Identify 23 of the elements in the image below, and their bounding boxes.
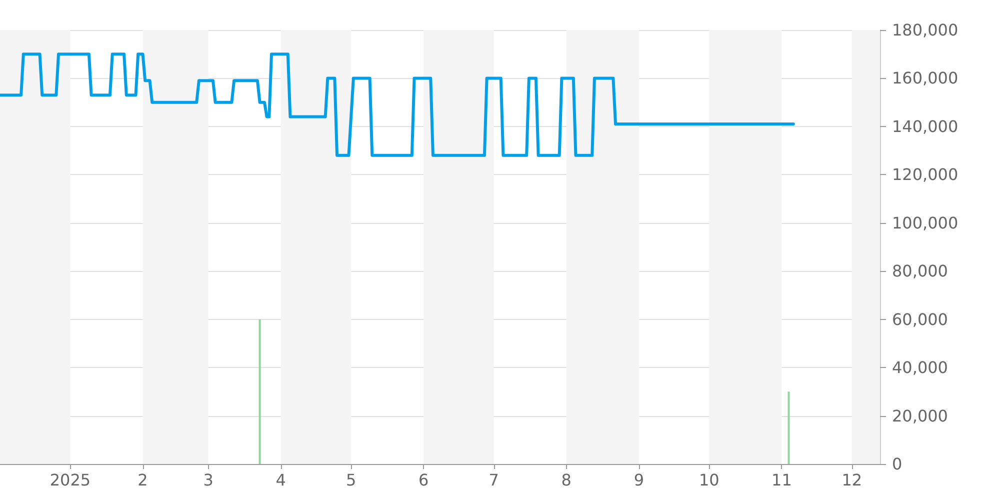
x-tick-label: 5 xyxy=(346,470,356,490)
y-tick-label: 180,000 xyxy=(892,20,958,40)
x-tick-label: 2 xyxy=(138,470,148,490)
y-tick-label: 80,000 xyxy=(892,262,948,281)
y-tick-label: 120,000 xyxy=(892,165,958,184)
x-tick-label: 12 xyxy=(842,470,862,490)
y-tick-label: 20,000 xyxy=(892,406,948,426)
y-tick-label: 140,000 xyxy=(892,116,958,136)
x-tick-label: 8 xyxy=(561,470,572,490)
line-series xyxy=(0,52,795,157)
x-tick-label: 4 xyxy=(276,470,286,490)
y-tick-label: 0 xyxy=(892,454,902,474)
x-tick-label: 11 xyxy=(772,470,792,490)
x-tick-label: 3 xyxy=(203,470,214,490)
y-tick-label: 60,000 xyxy=(892,310,948,329)
x-tick-label: 7 xyxy=(488,470,499,490)
x-tick-label: 9 xyxy=(634,470,644,490)
y-tick-label: 100,000 xyxy=(892,213,958,232)
x-tick-label: 6 xyxy=(418,470,429,490)
x-tick-label: 10 xyxy=(698,470,720,490)
y-tick-label: 40,000 xyxy=(892,358,948,378)
x-tick-label: 2025 xyxy=(50,470,91,490)
y-tick-label: 160,000 xyxy=(892,68,958,88)
